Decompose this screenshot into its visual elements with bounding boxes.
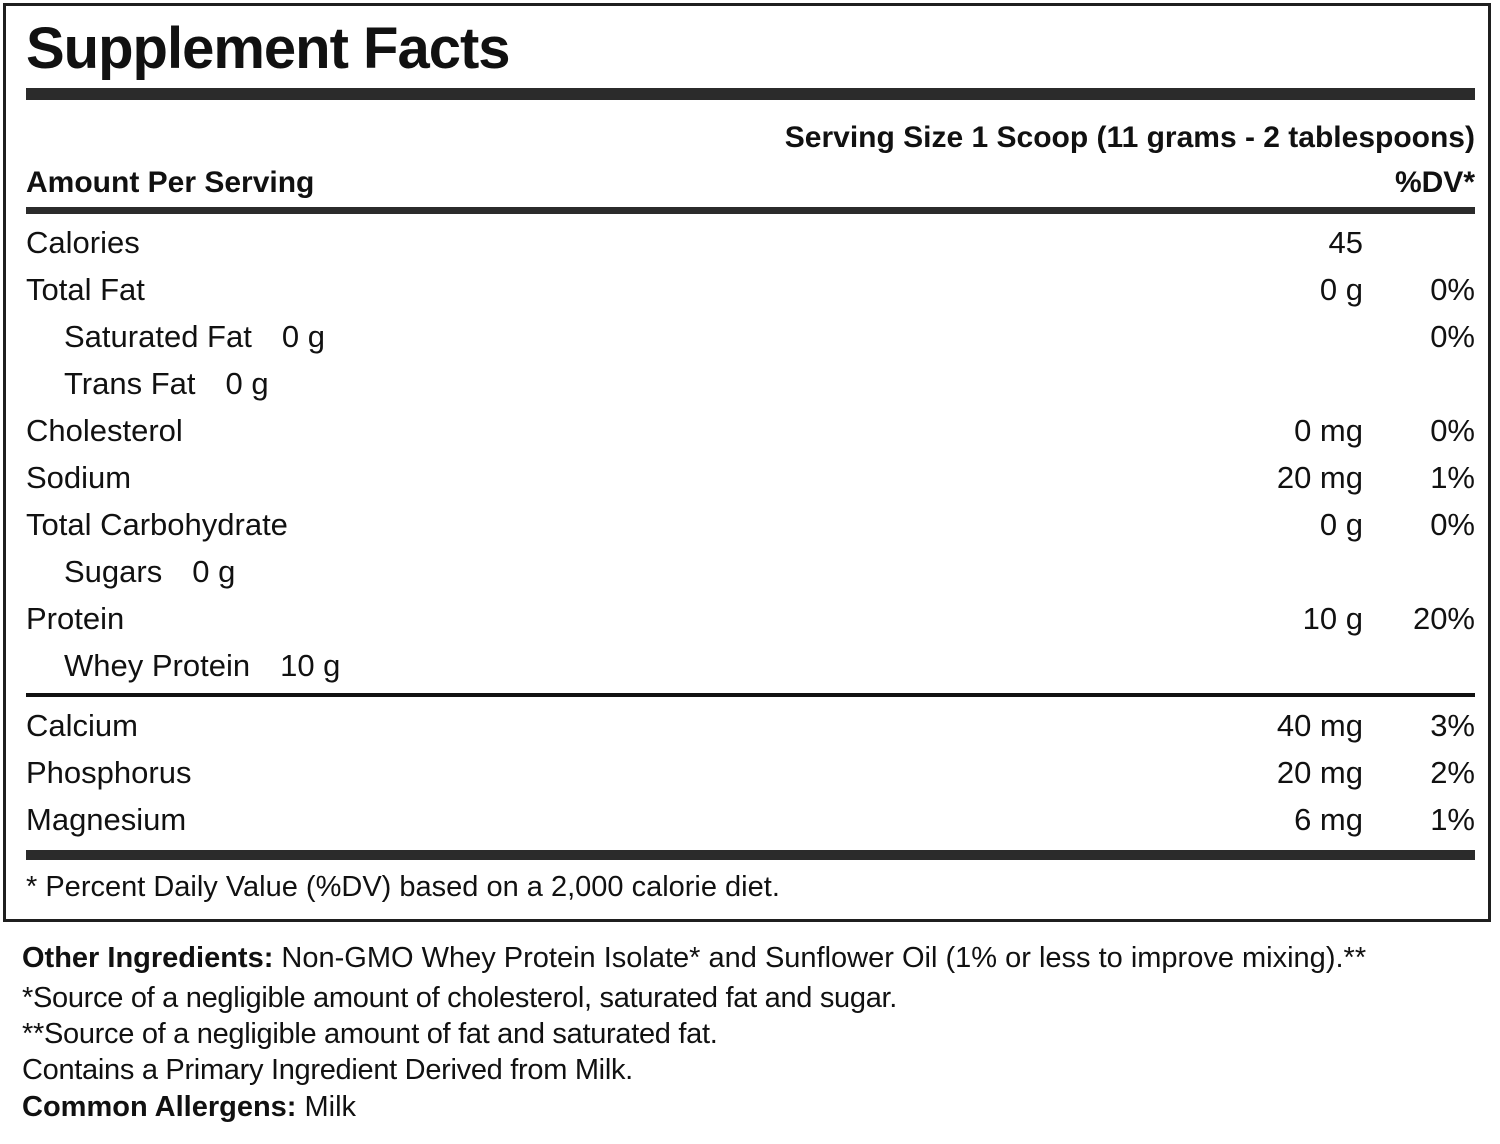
nutrient-amount: 45 — [1328, 225, 1363, 260]
footnote-divider-bar — [26, 850, 1475, 860]
nutrient-amount: 0 g — [1319, 272, 1363, 307]
title-divider-bar — [26, 88, 1475, 100]
other-ingredients-text: Non-GMO Whey Protein Isolate* and Sunflo… — [273, 942, 1367, 974]
nutrient-amount: 6 mg — [1294, 802, 1363, 837]
nutrient-row: Total Carbohydrate 0 g 0% — [26, 501, 1475, 548]
nutrient-label: Cholesterol — [26, 413, 183, 448]
nutrient-name: Sodium — [26, 454, 1143, 501]
supplement-label-page: Supplement Facts Serving Size 1 Scoop (1… — [0, 3, 1500, 1144]
nutrient-name: Magnesium — [26, 796, 1143, 843]
nutrient-label: Trans Fat — [64, 366, 196, 401]
panel-title: Supplement Facts — [26, 16, 511, 81]
nutrient-row: Protein 10 g 20% — [26, 595, 1475, 642]
nutrient-row: Cholesterol 0 mg 0% — [26, 407, 1475, 454]
minerals-divider — [26, 693, 1475, 697]
milk-derivation-note: Contains a Primary Ingredient Derived fr… — [22, 1054, 633, 1086]
nutrient-name: Calories — [26, 219, 1143, 266]
nutrient-name: Whey Protein 10 g — [26, 642, 1143, 689]
nutrient-name: Phosphorus — [26, 749, 1143, 796]
nutrient-row: Trans Fat 0 g — [26, 360, 1475, 407]
other-ingredients: Other Ingredients: Non-GMO Whey Protein … — [22, 937, 1470, 980]
nutrient-label: Magnesium — [26, 802, 187, 837]
nutrient-name: Cholesterol — [26, 407, 1143, 454]
nutrient-dv: 1% — [1430, 802, 1475, 837]
inline-amount: 0 g — [281, 319, 325, 354]
mineral-rows: Calcium 40 mg 3% Phosphorus 20 mg 2% Mag… — [26, 702, 1475, 843]
nutrient-dv: 20% — [1412, 601, 1475, 636]
nutrient-amount: 20 mg — [1276, 460, 1363, 495]
other-ingredients-label: Other Ingredients: — [22, 942, 274, 974]
nutrient-amount: 10 g — [1302, 601, 1363, 636]
nutrient-rows: Calories 45 Total Fat 0 g 0% Saturated F… — [26, 219, 1475, 689]
nutrient-label: Whey Protein — [64, 648, 251, 683]
nutrient-row: Calcium 40 mg 3% — [26, 702, 1475, 749]
nutrient-label: Total Fat — [26, 272, 145, 307]
nutrient-amount: 0 g — [1319, 507, 1363, 542]
inline-amount: 0 g — [192, 554, 236, 589]
nutrient-dv: 2% — [1430, 755, 1475, 790]
nutrient-row: Calories 45 — [26, 219, 1475, 266]
nutrient-amount: 20 mg — [1276, 755, 1363, 790]
inline-amount: 10 g — [280, 648, 341, 683]
nutrient-name: Protein — [26, 595, 1143, 642]
nutrient-row: Saturated Fat 0 g 0% — [26, 313, 1475, 360]
inline-amount: 0 g — [225, 366, 269, 401]
nutrient-label: Total Carbohydrate — [26, 507, 288, 542]
source-note-2: **Source of a negligible amount of fat a… — [22, 1018, 718, 1050]
nutrient-dv: 0% — [1430, 272, 1475, 307]
amount-per-serving-header: Amount Per Serving — [26, 166, 315, 199]
nutrient-dv: 1% — [1430, 460, 1475, 495]
nutrient-dv: 0% — [1430, 413, 1475, 448]
nutrient-label: Sodium — [26, 460, 132, 495]
serving-size: Serving Size 1 Scoop (11 grams - 2 table… — [784, 121, 1475, 154]
nutrient-label: Protein — [26, 601, 125, 636]
nutrient-name: Total Carbohydrate — [26, 501, 1143, 548]
common-allergens: Common Allergens: Milk — [22, 1088, 1470, 1126]
nutrient-dv: 0% — [1430, 319, 1475, 354]
dv-footnote: * Percent Daily Value (%DV) based on a 2… — [26, 871, 780, 903]
nutrient-row: Sodium 20 mg 1% — [26, 454, 1475, 501]
nutrient-label: Sugars — [64, 554, 163, 589]
nutrient-name: Calcium — [26, 702, 1143, 749]
nutrient-name: Trans Fat 0 g — [26, 360, 1143, 407]
nutrient-name: Sugars 0 g — [26, 548, 1143, 595]
nutrient-row: Total Fat 0 g 0% — [26, 266, 1475, 313]
nutrient-row: Phosphorus 20 mg 2% — [26, 749, 1475, 796]
nutrient-label: Saturated Fat — [64, 319, 252, 354]
nutrient-name: Total Fat — [26, 266, 1143, 313]
nutrient-amount: 40 mg — [1276, 708, 1363, 743]
column-header-row: Amount Per Serving %DV* — [26, 166, 1475, 214]
nutrient-dv: 0% — [1430, 507, 1475, 542]
nutrient-amount: 0 mg — [1294, 413, 1363, 448]
nutrient-row: Magnesium 6 mg 1% — [26, 796, 1475, 843]
nutrient-label: Phosphorus — [26, 755, 192, 790]
nutrient-row: Sugars 0 g — [26, 548, 1475, 595]
nutrient-name: Saturated Fat 0 g — [26, 313, 1143, 360]
common-allergens-text: Milk — [296, 1091, 357, 1123]
nutrient-row: Whey Protein 10 g — [26, 642, 1475, 689]
source-note-1: *Source of a negligible amount of choles… — [22, 982, 898, 1014]
common-allergens-label: Common Allergens: — [22, 1091, 297, 1123]
nutrient-dv: 3% — [1430, 708, 1475, 743]
below-panel-notes: Other Ingredients: Non-GMO Whey Protein … — [0, 922, 1500, 1126]
nutrient-label: Calcium — [26, 708, 138, 743]
supplement-facts-panel: Supplement Facts Serving Size 1 Scoop (1… — [3, 3, 1491, 922]
dv-header: %DV* — [1394, 166, 1475, 199]
nutrient-label: Calories — [26, 225, 140, 260]
